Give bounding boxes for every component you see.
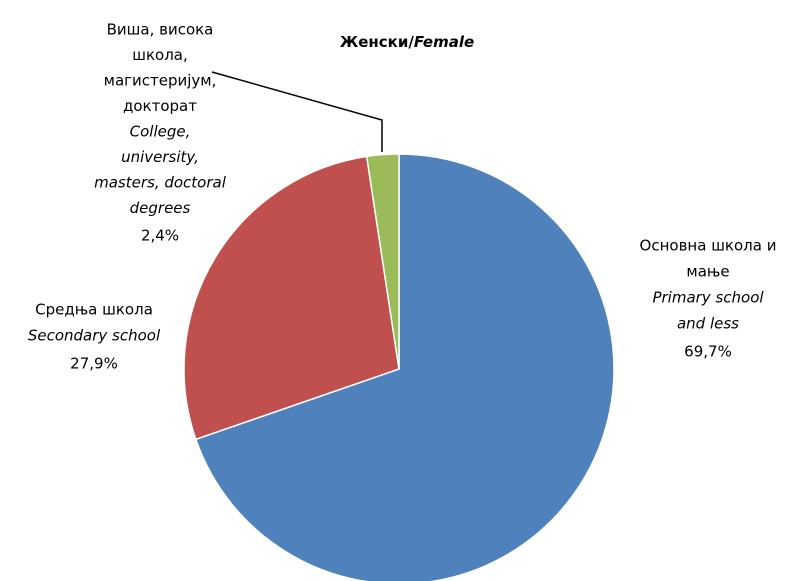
slice-label-en: university,	[121, 148, 199, 166]
slice-label-en: degrees	[130, 199, 191, 217]
slice-label: докторат	[123, 97, 197, 115]
chart-title: Женски/Female	[340, 33, 474, 51]
value-label: 27,9%	[70, 355, 118, 373]
slice-label-en: College,	[130, 123, 191, 141]
slice-label: школа,	[132, 46, 188, 64]
pie-slice	[183, 155, 400, 441]
slice-label-en: and less	[677, 315, 739, 333]
pie-slice	[365, 153, 400, 370]
slice-label-en: masters, doctoral	[94, 174, 227, 192]
value-label: 69,7%	[684, 343, 732, 361]
slice-label: Виша, висока	[107, 21, 214, 39]
leader-line	[211, 71, 383, 152]
slice-label: магистеријум,	[104, 72, 217, 90]
pie-slice	[194, 153, 615, 581]
title-en: Female	[414, 33, 474, 51]
slice-label: мање	[686, 263, 729, 281]
slice-label-en: Primary school	[652, 289, 764, 307]
slice-label: Основна школа и	[640, 237, 777, 255]
slice-label-en: Secondary school	[28, 327, 161, 345]
title-sr: Женски/	[340, 33, 414, 51]
value-label: 2,4%	[141, 227, 179, 245]
slice-label: Средња школа	[35, 301, 153, 319]
